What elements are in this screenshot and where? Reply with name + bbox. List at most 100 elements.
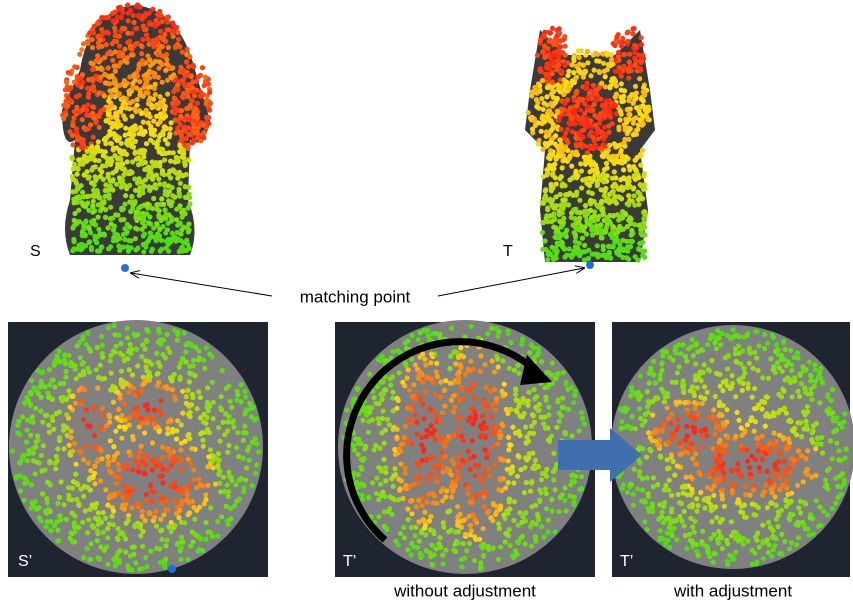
point [551, 469, 556, 474]
point [181, 147, 186, 152]
point [77, 388, 82, 393]
point [159, 196, 164, 201]
point [76, 208, 81, 213]
point [448, 381, 453, 386]
point [87, 227, 92, 232]
point [441, 525, 446, 530]
point [662, 487, 667, 492]
point [725, 366, 730, 371]
point [573, 239, 578, 244]
point [105, 454, 110, 459]
point [99, 244, 104, 249]
point [188, 103, 193, 108]
point [442, 404, 447, 409]
point [147, 57, 152, 62]
point [381, 457, 386, 462]
point [211, 400, 216, 405]
point [628, 393, 633, 398]
point [156, 176, 161, 181]
point [51, 427, 56, 432]
point [599, 146, 604, 151]
point [668, 421, 673, 426]
point [689, 441, 694, 446]
point [752, 406, 757, 411]
point [226, 494, 231, 499]
point [143, 81, 148, 86]
point [626, 112, 631, 117]
point [695, 503, 700, 508]
point [456, 465, 461, 470]
point [397, 488, 402, 493]
point [148, 483, 153, 488]
point [651, 484, 656, 489]
point [147, 510, 152, 515]
point [20, 455, 25, 460]
point [579, 169, 584, 174]
point [513, 387, 518, 392]
point [196, 549, 201, 554]
point [155, 372, 160, 377]
point [456, 475, 461, 480]
point [409, 525, 414, 530]
point [397, 370, 402, 375]
point [764, 394, 769, 399]
point [254, 462, 259, 467]
point [185, 117, 190, 122]
point [94, 367, 99, 372]
point [358, 465, 363, 470]
point [95, 53, 100, 58]
point [391, 473, 396, 478]
point [469, 324, 474, 329]
point [437, 535, 442, 540]
point [146, 120, 151, 125]
point [119, 206, 124, 211]
point [81, 334, 86, 339]
point [195, 101, 200, 106]
point [95, 528, 100, 533]
point [158, 248, 163, 253]
point [468, 359, 473, 364]
point [150, 468, 155, 473]
point [97, 148, 102, 153]
point [713, 338, 718, 343]
point [650, 501, 655, 506]
point [100, 406, 105, 411]
point [239, 382, 244, 387]
point [759, 407, 764, 412]
point [121, 382, 126, 387]
point [379, 430, 384, 435]
point [96, 215, 101, 220]
point [760, 457, 765, 462]
point [673, 351, 678, 356]
point [726, 353, 731, 358]
point [574, 89, 579, 94]
point [713, 419, 718, 424]
point [382, 509, 387, 514]
point [163, 230, 168, 235]
point [111, 88, 116, 93]
point [582, 257, 587, 262]
point [135, 246, 140, 251]
point [122, 83, 127, 88]
point [714, 515, 719, 520]
point [669, 493, 674, 498]
point [513, 392, 518, 397]
point [216, 472, 221, 477]
point [617, 248, 622, 253]
point [177, 203, 182, 208]
point [474, 493, 479, 498]
point [799, 434, 804, 439]
point [709, 358, 714, 363]
point [675, 370, 680, 375]
point [142, 430, 147, 435]
point [644, 455, 649, 460]
point [16, 419, 21, 424]
point [632, 467, 637, 472]
point [436, 466, 441, 471]
point [113, 80, 118, 85]
point [97, 90, 102, 95]
point [403, 483, 408, 488]
point [123, 126, 128, 131]
point [175, 30, 180, 35]
point [712, 532, 717, 537]
